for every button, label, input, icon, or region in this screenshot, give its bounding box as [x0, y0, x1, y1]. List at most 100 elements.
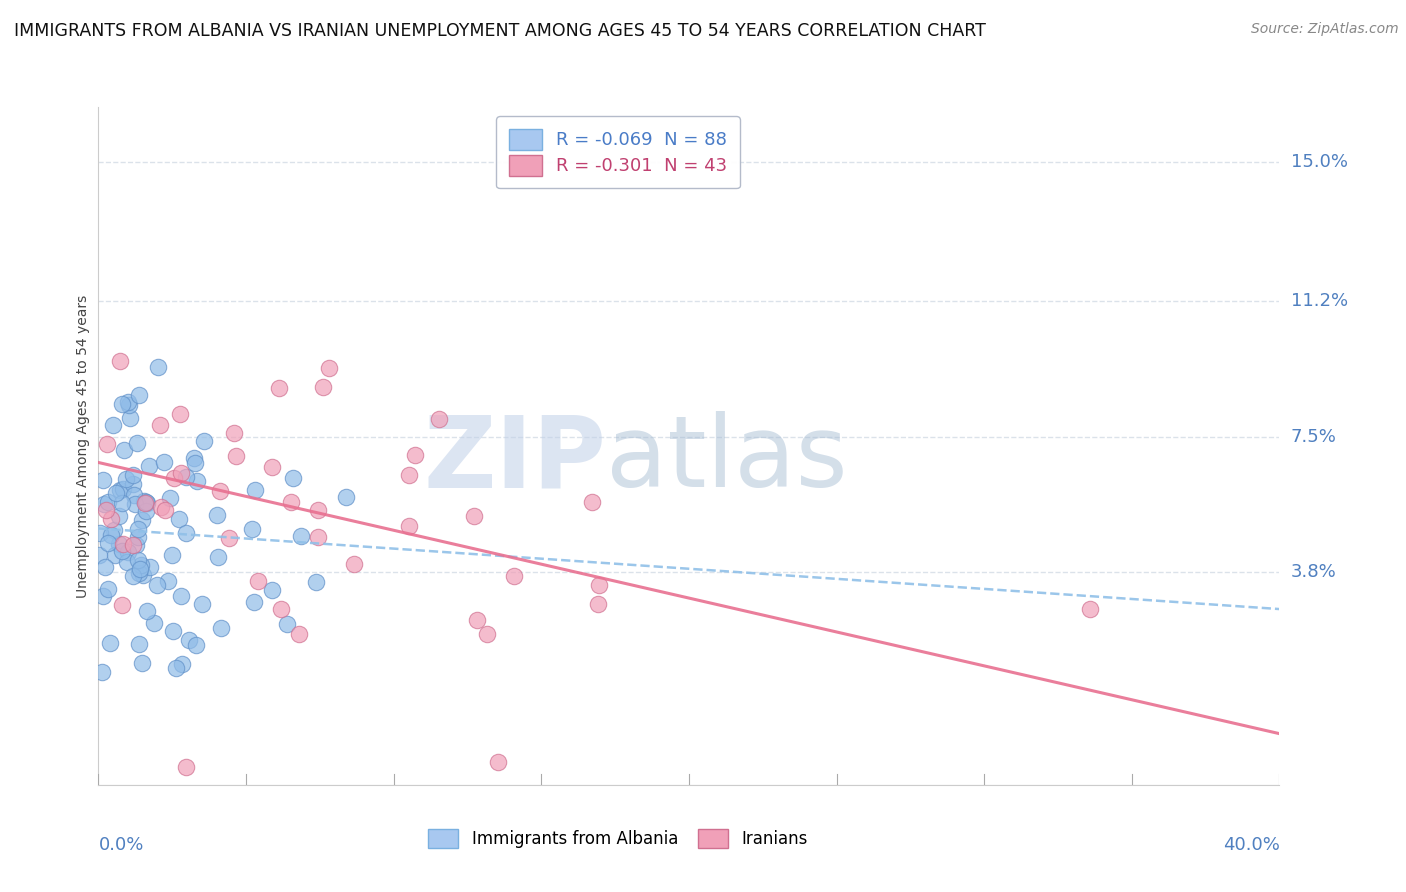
Point	[486, 756, 509, 770]
Point	[262, 582, 284, 597]
Point	[243, 483, 266, 497]
Point	[588, 597, 610, 611]
Point	[93, 560, 115, 574]
Point	[477, 627, 499, 641]
Point	[311, 380, 333, 394]
Point	[122, 569, 145, 583]
Point	[127, 523, 149, 537]
Point	[149, 418, 172, 433]
Point	[404, 448, 426, 462]
Point	[177, 633, 200, 648]
Point	[111, 397, 134, 411]
Point	[205, 508, 228, 522]
Text: ZIP: ZIP	[423, 411, 606, 508]
Point	[124, 497, 146, 511]
Point	[225, 449, 247, 463]
Point	[118, 411, 141, 425]
Point	[91, 590, 114, 604]
Point	[131, 656, 153, 670]
Text: 40.0%: 40.0%	[1223, 836, 1279, 854]
Point	[153, 503, 176, 517]
Point	[176, 759, 198, 773]
Point	[103, 524, 125, 538]
Point	[115, 555, 138, 569]
Point	[270, 602, 292, 616]
Point	[110, 483, 132, 497]
Point	[174, 470, 197, 484]
Point	[111, 543, 134, 558]
Point	[209, 621, 232, 635]
Text: 15.0%: 15.0%	[1291, 153, 1347, 171]
Point	[128, 637, 150, 651]
Point	[118, 398, 141, 412]
Point	[186, 638, 208, 652]
Point	[307, 530, 329, 544]
Point	[98, 636, 121, 650]
Point	[134, 496, 156, 510]
Point	[97, 536, 120, 550]
Point	[128, 566, 150, 580]
Point	[307, 502, 329, 516]
Point	[183, 450, 205, 465]
Point	[100, 512, 122, 526]
Point	[343, 557, 366, 571]
Point	[290, 529, 312, 543]
Point	[240, 522, 263, 536]
Point	[191, 597, 214, 611]
Point	[318, 360, 340, 375]
Point	[170, 466, 193, 480]
Point	[163, 471, 186, 485]
Point	[128, 388, 150, 402]
Point	[122, 488, 145, 502]
Point	[132, 567, 155, 582]
Text: 3.8%: 3.8%	[1291, 564, 1336, 582]
Point	[139, 559, 162, 574]
Point	[398, 519, 420, 533]
Point	[138, 459, 160, 474]
Point	[87, 548, 110, 562]
Point	[135, 496, 157, 510]
Point	[156, 574, 179, 588]
Point	[398, 468, 420, 483]
Point	[103, 417, 125, 432]
Point	[108, 354, 131, 368]
Point	[184, 456, 207, 470]
Point	[104, 486, 127, 500]
Point	[108, 509, 131, 524]
Point	[207, 549, 229, 564]
Point	[165, 661, 187, 675]
Point	[96, 582, 118, 597]
Point	[208, 484, 231, 499]
Point	[117, 544, 139, 558]
Point	[97, 494, 120, 508]
Point	[503, 568, 526, 582]
Point	[193, 434, 215, 448]
Point	[111, 496, 134, 510]
Point	[112, 443, 135, 458]
Point	[135, 504, 157, 518]
Text: atlas: atlas	[606, 411, 848, 508]
Point	[283, 471, 305, 485]
Point	[280, 495, 302, 509]
Point	[186, 475, 208, 489]
Point	[267, 381, 290, 395]
Point	[127, 530, 149, 544]
Point	[162, 624, 184, 639]
Point	[463, 509, 485, 524]
Point	[222, 425, 245, 440]
Point	[91, 665, 114, 679]
Point	[305, 575, 328, 590]
Point	[111, 537, 134, 551]
Point	[122, 538, 145, 552]
Point	[276, 616, 298, 631]
Point	[335, 491, 357, 505]
Point	[129, 562, 152, 576]
Point	[117, 395, 139, 409]
Point	[132, 494, 155, 508]
Point	[169, 407, 191, 421]
Point	[131, 513, 153, 527]
Y-axis label: Unemployment Among Ages 45 to 54 years: Unemployment Among Ages 45 to 54 years	[76, 294, 90, 598]
Point	[104, 548, 127, 562]
Legend: Immigrants from Albania, Iranians: Immigrants from Albania, Iranians	[419, 819, 818, 858]
Point	[111, 482, 134, 496]
